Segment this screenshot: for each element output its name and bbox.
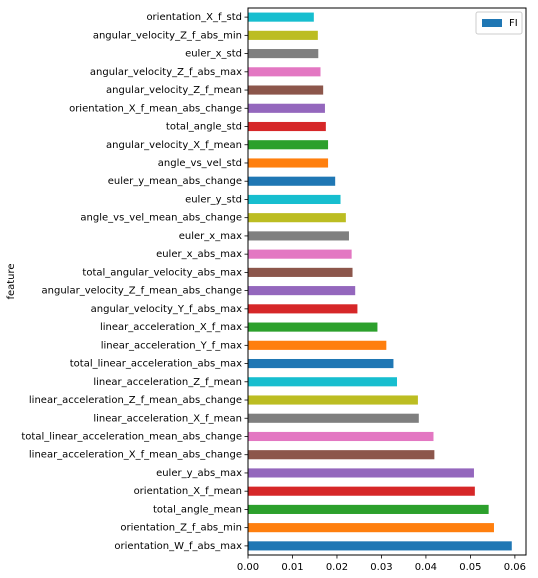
bar-angle_vs_vel_std <box>248 158 329 168</box>
y-tick-label: euler_y_mean_abs_change <box>108 176 242 187</box>
y-tick-label: orientation_X_f_std <box>146 12 242 23</box>
bar-total_linear_acceleration_mean_abs_change <box>248 431 434 442</box>
y-tick-label: linear_acceleration_Z_f_mean <box>93 377 242 388</box>
bar-angular_velocity_Z_f_abs_max <box>248 67 321 77</box>
y-tick-label: euler_x_abs_max <box>156 249 242 260</box>
bar-linear_acceleration_Z_f_mean <box>248 377 398 387</box>
y-tick-label: angular_velocity_Z_f_abs_min <box>93 30 242 41</box>
y-tick-label: angular_velocity_X_f_mean <box>106 140 242 151</box>
y-tick-label: euler_x_max <box>179 231 242 242</box>
bar-euler_x_max <box>248 231 349 241</box>
x-tick-label: 0.01 <box>281 562 303 573</box>
legend-swatch <box>482 19 502 27</box>
y-tick-label: euler_y_std <box>185 194 242 205</box>
bar-total_linear_acceleration_abs_max <box>248 358 394 369</box>
y-tick-label: angular_velocity_Z_f_abs_max <box>90 67 242 78</box>
bar-euler_y_mean_abs_change <box>248 176 336 186</box>
bar-euler_y_std <box>248 194 341 205</box>
y-tick-label: total_angular_velocity_abs_max <box>82 267 242 278</box>
y-tick-label: orientation_Z_f_abs_min <box>120 523 242 534</box>
bar-linear_acceleration_Z_f_mean_abs_change <box>248 395 418 405</box>
y-tick-label: orientation_W_f_abs_max <box>114 541 242 552</box>
bar-total_angular_velocity_abs_max <box>248 267 353 277</box>
bar-linear_acceleration_X_f_mean_abs_change <box>248 450 435 460</box>
y-tick-label: total_angle_mean <box>153 504 242 515</box>
y-tick-label: linear_acceleration_Y_f_max <box>101 340 242 351</box>
x-tick-label: 0.04 <box>415 562 437 573</box>
x-tick-label: 0.03 <box>370 562 392 573</box>
y-tick-label: angular_velocity_Z_f_mean_abs_change <box>42 286 242 297</box>
bar-euler_x_abs_max <box>248 249 352 259</box>
bar-orientation_W_f_abs_max <box>248 541 512 551</box>
plot-frame <box>247 7 527 556</box>
bar-total_angle_std <box>248 121 326 132</box>
y-tick-label: total_linear_acceleration_abs_max <box>70 359 242 370</box>
y-tick-label: linear_acceleration_X_f_max <box>100 322 242 333</box>
y-axis-label: feature <box>6 263 17 299</box>
y-tick-label: angle_vs_vel_std <box>158 158 242 169</box>
bar-angular_velocity_X_f_mean <box>248 140 329 150</box>
bar-euler_x_std <box>248 49 319 59</box>
y-tick-label: angle_vs_vel_mean_abs_change <box>80 213 242 224</box>
bar-angular_velocity_Y_f_abs_max <box>248 304 358 314</box>
x-ticks: 0.00 0.01 0.02 0.03 0.04 0.05 0.06 <box>237 555 526 573</box>
bars-group <box>248 12 512 551</box>
y-tick-label: linear_acceleration_X_f_mean_abs_change <box>29 450 242 461</box>
bar-orientation_Z_f_abs_min <box>248 523 494 533</box>
bar-angular_velocity_Z_f_mean <box>248 85 324 95</box>
bar-angular_velocity_Z_f_abs_min <box>248 30 318 40</box>
bar-orientation_X_f_std <box>248 12 314 22</box>
bar-linear_acceleration_X_f_mean <box>248 413 419 423</box>
legend: FI <box>475 11 523 35</box>
bar-angle_vs_vel_mean_abs_change <box>248 213 346 223</box>
y-tick-label: euler_y_abs_max <box>156 468 242 479</box>
x-tick-label: 0.05 <box>459 562 481 573</box>
bar-linear_acceleration_X_f_max <box>248 322 378 332</box>
y-tick-labels: orientation_W_f_abs_max orientation_Z_f_a… <box>21 12 248 552</box>
y-tick-label: orientation_X_f_mean_abs_change <box>69 103 242 114</box>
y-tick-label: total_angle_std <box>166 122 242 133</box>
x-tick-label: 0.06 <box>504 562 526 573</box>
bar-orientation_X_f_mean_abs_change <box>248 103 325 113</box>
y-tick-label: linear_acceleration_X_f_mean <box>93 413 242 424</box>
y-tick-label: orientation_X_f_mean <box>134 486 242 497</box>
y-tick-label: angular_velocity_Z_f_mean <box>106 85 242 96</box>
bar-euler_y_abs_max <box>248 468 474 478</box>
x-tick-label: 0.02 <box>326 562 348 573</box>
bar-angular_velocity_Z_f_mean_abs_change <box>248 286 356 296</box>
y-tick-label: euler_x_std <box>185 49 242 60</box>
y-tick-label: linear_acceleration_Z_f_mean_abs_change <box>29 395 242 406</box>
bar-linear_acceleration_Y_f_max <box>248 340 387 350</box>
y-tick-label: angular_velocity_Y_f_abs_max <box>91 304 242 315</box>
x-tick-label: 0.00 <box>237 562 259 573</box>
y-tick-label: total_linear_acceleration_mean_abs_chang… <box>21 431 242 442</box>
legend-entry-label: FI <box>509 18 518 29</box>
bar-orientation_X_f_mean <box>248 486 475 496</box>
bar-total_angle_mean <box>248 504 489 514</box>
